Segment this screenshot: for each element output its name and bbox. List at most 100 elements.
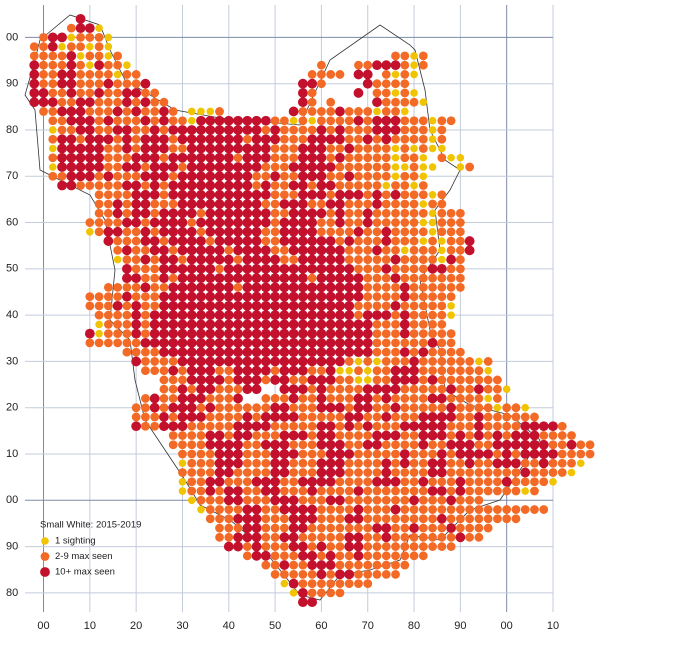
record-dot (410, 52, 418, 60)
record-dot (242, 143, 253, 154)
record-dot (141, 329, 150, 339)
record-dot (187, 449, 197, 459)
record-dot (233, 263, 243, 274)
record-dot (297, 208, 308, 219)
record-dot (251, 300, 262, 311)
record-dot (85, 301, 95, 311)
record-dot (475, 357, 483, 366)
record-dot (94, 152, 105, 163)
record-dot (251, 421, 262, 432)
record-dot (242, 495, 252, 505)
record-dot (297, 430, 308, 441)
record-dot (391, 357, 400, 366)
record-dot (84, 115, 95, 126)
record-dot (437, 357, 447, 366)
record-dot (297, 384, 308, 395)
record-dot (149, 402, 160, 413)
record-dot (242, 171, 253, 182)
record-dot (85, 33, 95, 42)
record-dot (400, 440, 410, 450)
record-dot (548, 421, 558, 432)
record-dot (150, 301, 160, 311)
record-dot (168, 116, 178, 126)
record-dot (362, 328, 373, 339)
record-dot (196, 291, 206, 302)
record-dot (409, 356, 419, 367)
record-dot (233, 171, 243, 182)
record-dot (474, 394, 484, 403)
record-dot (372, 523, 382, 533)
record-dot (76, 42, 85, 52)
record-dot (298, 125, 308, 135)
record-dot (76, 79, 85, 89)
record-dot (168, 412, 178, 422)
record-dot (177, 328, 188, 339)
record-dot (48, 134, 58, 144)
record-dot (391, 245, 400, 255)
record-dot (391, 181, 400, 190)
record-dot (418, 468, 428, 477)
record-dot (168, 162, 179, 172)
record-dot (325, 180, 336, 191)
record-dot (38, 97, 49, 108)
record-dot (409, 218, 419, 227)
record-dot (270, 199, 280, 209)
record-dot (325, 282, 336, 293)
record-dot (186, 319, 197, 330)
record-dot (465, 357, 475, 366)
record-dot (75, 13, 86, 24)
record-dot (270, 495, 281, 506)
record-dot (409, 153, 419, 163)
record-dot (279, 347, 290, 358)
record-dot (418, 125, 428, 135)
record-dot (548, 431, 558, 440)
record-dot (270, 273, 281, 283)
record-dot (409, 208, 419, 218)
record-dot (141, 264, 150, 274)
record-dot (223, 115, 234, 126)
record-dot (103, 338, 113, 348)
record-dot (344, 431, 354, 440)
record-dot (206, 107, 215, 116)
record-dot (474, 458, 484, 468)
record-dot (391, 449, 400, 459)
record-dot (39, 33, 48, 42)
record-dot (196, 115, 206, 126)
record-dot (297, 78, 308, 89)
record-dot (363, 116, 373, 126)
record-dot (566, 439, 577, 450)
record-dot (131, 310, 142, 321)
record-dot (270, 208, 280, 218)
record-dot (557, 440, 567, 450)
record-dot (288, 578, 299, 589)
record-dot (353, 69, 364, 80)
record-dot (261, 236, 271, 246)
record-dot (177, 393, 188, 404)
record-dot (177, 236, 188, 246)
record-dot (103, 226, 114, 237)
record-dot (197, 107, 205, 116)
record-dot (214, 208, 225, 219)
record-dot (242, 532, 253, 543)
y-tick-label: 80 (6, 587, 18, 599)
record-dot (103, 208, 113, 218)
record-dot (242, 310, 253, 321)
record-dot (391, 208, 400, 218)
record-dot (353, 88, 364, 98)
record-dot (391, 440, 400, 450)
record-dot (150, 347, 160, 357)
record-dot (455, 421, 465, 431)
record-dot (242, 365, 253, 376)
record-dot (270, 236, 280, 246)
record-dot (428, 310, 437, 320)
record-dot (391, 532, 400, 542)
record-dot (428, 144, 437, 153)
record-dot (242, 440, 252, 450)
record-dot (205, 152, 216, 163)
record-dot (353, 412, 364, 422)
record-dot (391, 421, 400, 431)
record-dot (57, 152, 67, 163)
record-dot (307, 134, 318, 145)
record-dot (187, 116, 196, 125)
record-dot (344, 282, 355, 293)
